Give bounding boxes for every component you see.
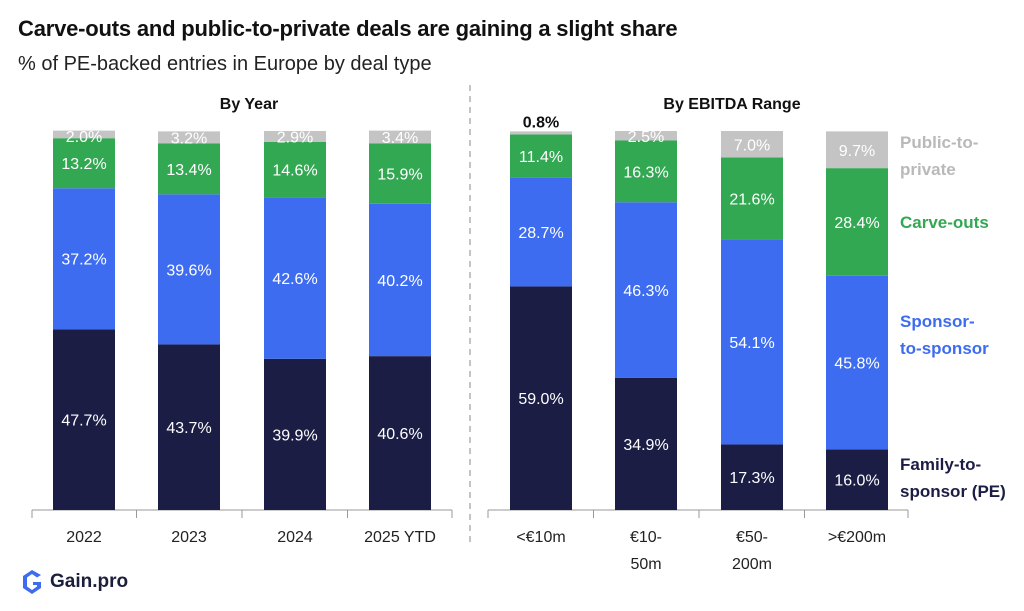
data-label: 40.2% xyxy=(377,273,422,290)
data-label: 43.7% xyxy=(166,420,211,437)
brand-logo: Gain.pro xyxy=(20,568,128,596)
bar-segment xyxy=(615,377,677,510)
x-tick-label: >€200m xyxy=(828,529,886,546)
data-label: 59.0% xyxy=(518,391,563,408)
data-label: 15.9% xyxy=(377,167,422,184)
data-label: 13.2% xyxy=(61,156,106,173)
x-tick-label: 200m xyxy=(732,556,772,573)
legend-label: Public-to- xyxy=(900,133,978,152)
bar-segment xyxy=(53,138,115,189)
data-label: 3.4% xyxy=(382,130,418,147)
data-label: 37.2% xyxy=(61,252,106,269)
bar-segment xyxy=(615,131,677,141)
x-tick-label: <€10m xyxy=(516,529,565,546)
bar-segment xyxy=(826,168,888,276)
legend-label: Family-to- xyxy=(900,455,981,474)
x-tick-label: 2022 xyxy=(66,529,102,546)
bar-segment xyxy=(615,202,677,378)
data-label: 17.3% xyxy=(729,470,774,487)
data-label: 42.6% xyxy=(272,271,317,288)
bar-segment xyxy=(264,358,326,510)
data-label: 0.8% xyxy=(523,114,559,131)
data-label: 28.4% xyxy=(834,215,879,232)
bar-segment xyxy=(721,239,783,445)
bar-segment xyxy=(369,356,431,510)
bar-segment xyxy=(53,188,115,330)
bar-segment xyxy=(158,143,220,195)
bar-segment xyxy=(53,130,115,139)
legend-label: Carve-outs xyxy=(900,213,989,232)
data-label: 47.7% xyxy=(61,413,106,430)
data-label: 14.6% xyxy=(272,163,317,180)
bar-segment xyxy=(510,131,572,135)
data-label: 28.7% xyxy=(518,225,563,242)
bar-segment xyxy=(369,143,431,204)
bar-segment xyxy=(264,141,326,198)
data-label: 11.4% xyxy=(519,149,563,166)
bar-segment xyxy=(510,286,572,510)
bar-segment xyxy=(826,275,888,450)
legend-label: sponsor (PE) xyxy=(900,482,1006,501)
data-label: 39.9% xyxy=(272,427,317,444)
data-label: 40.6% xyxy=(377,426,422,443)
bar-segment xyxy=(721,131,783,158)
chart-subtitle: % of PE-backed entries in Europe by deal… xyxy=(18,53,432,75)
bar-segment xyxy=(53,329,115,510)
legend-label: to-sponsor xyxy=(900,339,989,358)
bar-segment xyxy=(158,344,220,510)
data-label: 39.6% xyxy=(166,262,211,279)
panel-title-1: By Year xyxy=(220,96,278,113)
x-tick-label: €50- xyxy=(736,529,768,546)
bar-segment xyxy=(264,197,326,359)
data-label: 13.4% xyxy=(166,162,211,179)
bar-segment xyxy=(721,444,783,510)
data-label: 16.3% xyxy=(623,164,668,181)
bar-segment xyxy=(510,134,572,178)
data-label: 9.7% xyxy=(839,143,875,160)
bar-segment xyxy=(369,130,431,144)
x-tick-label: 2024 xyxy=(277,529,313,546)
data-label: 45.8% xyxy=(834,356,879,373)
data-label: 2.9% xyxy=(277,129,313,146)
data-label: 7.0% xyxy=(734,137,770,154)
bar-segment xyxy=(826,449,888,510)
bar-segment xyxy=(615,140,677,203)
bar-segment xyxy=(158,194,220,345)
bar-segment xyxy=(158,131,220,144)
legend-label: private xyxy=(900,160,956,179)
data-label: 2.5% xyxy=(628,129,664,146)
x-tick-label: €10- xyxy=(630,529,662,546)
x-tick-label: 50m xyxy=(630,556,661,573)
brand-name: Gain.pro xyxy=(50,571,129,592)
legend-label: Sponsor- xyxy=(900,312,975,331)
bar-segment xyxy=(826,131,888,169)
bar-segment xyxy=(721,157,783,240)
chart-title: Carve-outs and public-to-private deals a… xyxy=(18,16,678,41)
data-label: 16.0% xyxy=(834,473,879,490)
panel-title-2: By EBITDA Range xyxy=(663,96,800,113)
x-tick-label: 2023 xyxy=(171,529,207,546)
data-label: 2.0% xyxy=(66,129,102,146)
data-label: 54.1% xyxy=(729,335,774,352)
bar-segment xyxy=(510,177,572,287)
data-label: 46.3% xyxy=(623,283,668,300)
x-tick-label: 2025 YTD xyxy=(364,529,436,546)
data-label: 21.6% xyxy=(729,191,774,208)
bar-segment xyxy=(264,131,326,142)
bar-segment xyxy=(369,203,431,357)
data-label: 3.2% xyxy=(171,130,207,147)
gain-pro-logo-icon xyxy=(23,570,41,594)
data-label: 34.9% xyxy=(623,437,668,454)
